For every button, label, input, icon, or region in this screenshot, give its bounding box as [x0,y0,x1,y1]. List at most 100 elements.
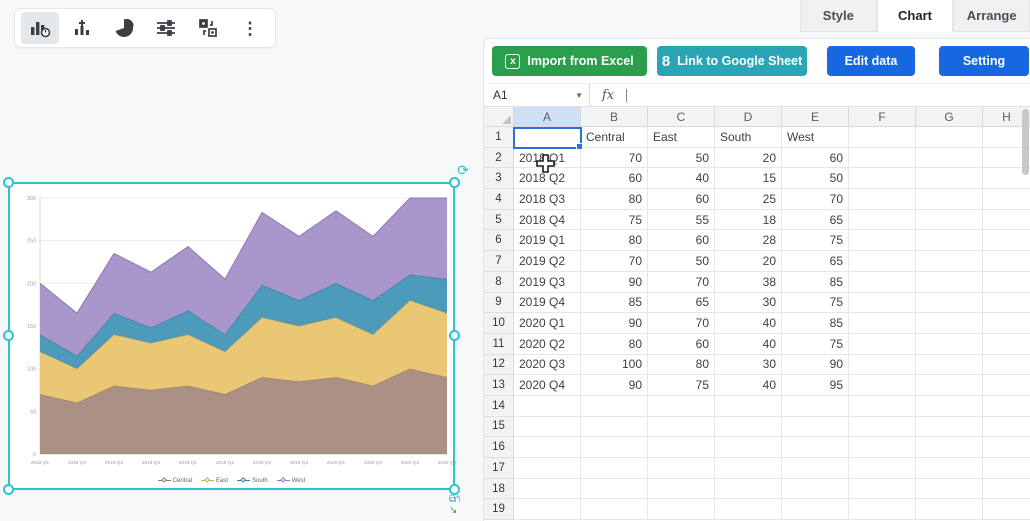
cell-H13[interactable] [983,375,1030,396]
resize-handle-top-left[interactable] [3,177,14,188]
cell-G12[interactable] [916,354,983,376]
cell-B5[interactable]: 75 [581,209,648,231]
edit-data-button[interactable]: Edit data [827,46,915,76]
setting-button[interactable]: Setting [939,46,1029,76]
redo-icon[interactable]: ↰ [456,494,461,505]
cell-A10[interactable]: 2020 Q1 [514,313,581,334]
cell-C16[interactable] [648,437,715,458]
cell-C7[interactable]: 50 [648,251,715,272]
tab-chart[interactable]: Chart [876,0,954,32]
cell-H3[interactable] [983,168,1030,190]
cell-B4[interactable]: 80 [581,189,648,210]
cell-C12[interactable]: 80 [648,354,715,376]
cell-H19[interactable] [983,499,1030,521]
cell-C5[interactable]: 55 [648,209,715,231]
column-header-B[interactable]: B [581,107,648,126]
cell-D4[interactable]: 25 [715,189,782,210]
row-header-5[interactable]: 5 [484,209,514,231]
cell-B3[interactable]: 60 [581,168,648,190]
cell-G1[interactable] [916,127,983,148]
selected-cell[interactable] [514,127,581,148]
cell-C18[interactable] [648,478,715,500]
sheet-scrollbar-thumb[interactable] [1022,109,1029,175]
rotate-icon[interactable]: ⟳ [457,162,469,178]
row-header-11[interactable]: 11 [484,333,514,355]
cell-D2[interactable]: 20 [715,147,782,169]
column-header-F[interactable]: F [849,107,916,126]
cell-F2[interactable] [849,147,916,169]
cell-E13[interactable]: 95 [782,375,849,396]
cell-A9[interactable]: 2019 Q4 [514,292,581,314]
resize-handle-bottom-left[interactable] [3,484,14,495]
cell-E5[interactable]: 65 [782,209,849,231]
cell-G18[interactable] [916,478,983,500]
cell-F16[interactable] [849,437,916,458]
cell-A8[interactable]: 2019 Q3 [514,271,581,293]
tab-arrange[interactable]: Arrange [953,0,1030,32]
cell-E11[interactable]: 75 [782,333,849,355]
row-header-2[interactable]: 2 [484,147,514,169]
cell-B15[interactable] [581,416,648,438]
cell-F7[interactable] [849,251,916,272]
formula-input[interactable] [627,84,1030,106]
cell-D3[interactable]: 15 [715,168,782,190]
cell-H9[interactable] [983,292,1030,314]
cell-F19[interactable] [849,499,916,521]
cell-H4[interactable] [983,189,1030,210]
cell-B1[interactable]: Central [581,127,648,148]
cell-C13[interactable]: 75 [648,375,715,396]
cell-H12[interactable] [983,354,1030,376]
cell-D6[interactable]: 28 [715,230,782,252]
cell-G10[interactable] [916,313,983,334]
copy-icon[interactable]: ⧉ [449,494,457,505]
cell-E14[interactable] [782,395,849,417]
cell-B17[interactable] [581,458,648,479]
cell-C2[interactable]: 50 [648,147,715,169]
cell-E10[interactable]: 85 [782,313,849,334]
cell-E17[interactable] [782,458,849,479]
cell-F14[interactable] [849,395,916,417]
cell-D9[interactable]: 30 [715,292,782,314]
cell-B2[interactable]: 70 [581,147,648,169]
cell-C4[interactable]: 60 [648,189,715,210]
cell-H2[interactable] [983,147,1030,169]
swap-shape-icon[interactable] [189,12,227,44]
column-header-H[interactable]: H [1002,109,1011,124]
cell-A14[interactable] [514,395,581,417]
cell-F3[interactable] [849,168,916,190]
cell-C10[interactable]: 70 [648,313,715,334]
cell-D16[interactable] [715,437,782,458]
cell-D14[interactable] [715,395,782,417]
row-header-18[interactable]: 18 [484,478,514,500]
cell-F1[interactable] [849,127,916,148]
cell-A3[interactable]: 2018 Q2 [514,168,581,190]
cell-F11[interactable] [849,333,916,355]
cell-F8[interactable] [849,271,916,293]
link-google-sheet-button[interactable]: 8 Link to Google Sheet [657,46,807,76]
cell-G8[interactable] [916,271,983,293]
cell-H5[interactable] [983,209,1030,231]
cell-G11[interactable] [916,333,983,355]
cell-C17[interactable] [648,458,715,479]
cell-G15[interactable] [916,416,983,438]
column-header-C[interactable]: C [648,107,715,126]
row-header-7[interactable]: 7 [484,251,514,272]
cell-C14[interactable] [648,395,715,417]
cell-C15[interactable] [648,416,715,438]
cell-D13[interactable]: 40 [715,375,782,396]
cell-D7[interactable]: 20 [715,251,782,272]
cell-A12[interactable]: 2020 Q3 [514,354,581,376]
cell-F4[interactable] [849,189,916,210]
cell-D5[interactable]: 18 [715,209,782,231]
cell-H8[interactable] [983,271,1030,293]
cell-E15[interactable] [782,416,849,438]
cell-H1[interactable] [983,127,1030,148]
cell-A5[interactable]: 2018 Q4 [514,209,581,231]
add-chart-icon[interactable] [63,12,101,44]
row-header-19[interactable]: 19 [484,499,514,521]
cell-A2[interactable]: 2018 Q1 [514,147,581,169]
cell-B8[interactable]: 90 [581,271,648,293]
row-header-10[interactable]: 10 [484,313,514,334]
cell-A6[interactable]: 2019 Q1 [514,230,581,252]
select-all-corner[interactable] [484,107,514,126]
